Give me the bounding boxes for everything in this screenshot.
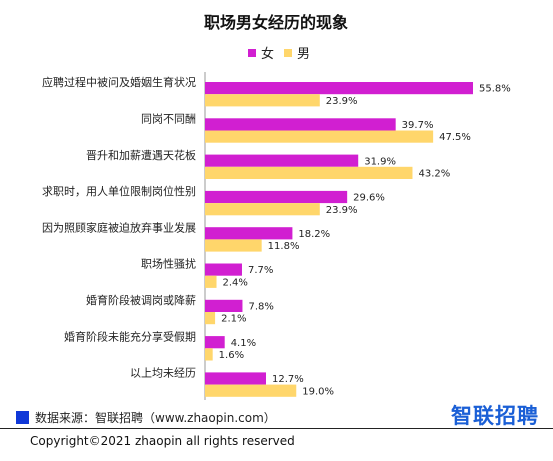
value-label: 18.2% (298, 229, 330, 240)
bar-male (205, 348, 213, 361)
legend-male-swatch (284, 49, 292, 57)
value-label: 12.7% (272, 374, 304, 385)
copyright-text: Copyright©2021 zhaopin all rights reserv… (30, 434, 295, 448)
bar-male (205, 384, 297, 397)
bar-male (205, 275, 217, 288)
bar-male (205, 94, 320, 107)
bar-male (205, 203, 320, 216)
zhaopin-logo: 智联招聘 (451, 404, 539, 428)
bar-male (205, 239, 262, 252)
bar-male (205, 130, 434, 143)
value-label: 55.8% (479, 84, 511, 95)
value-label: 2.1% (221, 314, 246, 325)
bar-female (205, 372, 266, 385)
chart-title: 职场男女经历的现象 (204, 13, 348, 32)
value-label: 29.6% (353, 193, 385, 204)
bar-female (205, 82, 473, 95)
bar-female (205, 190, 348, 204)
category-label: 同岗不同酬 (141, 112, 196, 125)
footer-divider (0, 428, 553, 429)
value-label: 7.8% (248, 302, 273, 313)
bar-female (205, 154, 359, 167)
legend-male-label: 男 (297, 47, 310, 62)
source-text: 数据来源：智联招聘（www.zhaopin.com） (35, 411, 276, 425)
category-label: 职场性骚扰 (141, 257, 196, 271)
value-label: 23.9% (326, 96, 358, 107)
category-label: 应聘过程中被问及婚姻生育状况 (42, 75, 196, 89)
category-label: 婚育阶段被调岗或降薪 (86, 293, 196, 307)
category-label: 求职时，用人单位限制岗位性别 (42, 184, 196, 198)
value-label: 47.5% (439, 132, 471, 143)
value-label: 1.6% (219, 350, 244, 361)
legend: 女男 (248, 46, 310, 62)
category-label: 晋升和加薪遭遇天花板 (86, 148, 196, 162)
category-labels: 应聘过程中被问及婚姻生育状况同岗不同酬晋升和加薪遭遇天花板求职时，用人单位限制岗… (42, 75, 196, 379)
bar-female (205, 336, 225, 349)
bar-male (205, 166, 413, 179)
value-label: 4.1% (231, 338, 256, 349)
bar-female (205, 118, 396, 131)
category-label: 因为照顾家庭被迫放弃事业发展 (42, 220, 196, 234)
value-label: 23.9% (326, 205, 358, 216)
value-label: 7.7% (248, 265, 273, 276)
bar-male (205, 312, 216, 325)
chart-area: 职场男女经历的现象 女男 应聘过程中被问及婚姻生育状况同岗不同酬晋升和加薪遭遇天… (42, 13, 511, 400)
value-label: 39.7% (402, 120, 434, 131)
bar-female (205, 299, 243, 312)
value-label: 11.8% (268, 241, 300, 252)
source-marker (16, 411, 29, 424)
value-label: 43.2% (418, 169, 450, 180)
value-labels: 55.8%23.9%39.7%47.5%31.9%43.2%29.6%23.9%… (219, 84, 511, 398)
value-label: 31.9% (364, 156, 396, 167)
legend-female-swatch (248, 49, 256, 57)
value-label: 2.4% (223, 277, 248, 288)
bars (205, 82, 473, 397)
value-label: 19.0% (302, 386, 334, 397)
category-label: 以上均未经历 (130, 367, 196, 380)
category-label: 婚育阶段未能充分享受假期 (64, 329, 196, 343)
legend-female-label: 女 (261, 46, 274, 62)
bar-female (205, 227, 293, 240)
bar-female (205, 263, 242, 276)
data-source: 数据来源：智联招聘（www.zhaopin.com） (16, 409, 276, 426)
